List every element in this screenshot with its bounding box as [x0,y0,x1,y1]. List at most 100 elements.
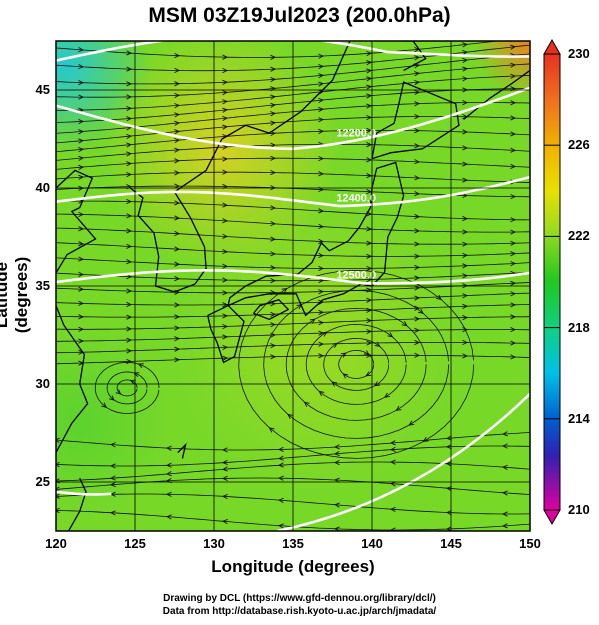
streamline-arrow [363,350,370,356]
streamline-arrow [270,265,277,271]
streamline-arrow [366,76,373,82]
streamline-arrow [414,352,421,358]
streamline-arrow [78,164,85,170]
streamline-arrow [318,81,325,87]
y-tick-label: 40 [35,180,50,195]
streamline-arrow [418,308,424,314]
streamline-arrow [414,327,421,333]
streamline-arrow [222,202,229,208]
streamline-arrow [414,71,421,77]
streamline-arrow [510,354,517,360]
streamline-arrow [78,338,85,344]
streamline-arrow [174,261,181,267]
streamline-arrow [510,163,517,169]
streamline-arrow [318,390,325,397]
streamline-arrow [373,381,380,387]
streamline-arrow [270,66,277,72]
streamline-arrow [462,215,469,222]
coastline [129,138,223,293]
streamline-arrow [78,211,85,218]
streamline-arrow [174,215,181,221]
streamline-arrow [126,198,133,205]
streamline-arrow [366,50,373,57]
streamline-arrow [126,259,133,265]
streamline-arrow [270,169,277,176]
streamline-arrow [78,119,85,125]
streamline-arrow [510,193,517,200]
streamline-arrow [165,491,172,497]
coastline [371,81,460,160]
streamline-arrow [366,297,373,303]
streamline-arrow [126,288,133,294]
streamline-arrow [462,263,469,269]
height-contour-southwest [56,490,112,496]
y-tick-label: 45 [35,82,50,97]
contour-label: 12300.0 [336,33,376,45]
streamline-arrow [462,241,469,247]
streamline-arrow [414,101,421,107]
streamline-arrow [165,471,172,477]
streamline-arrow [414,285,421,291]
streamline [263,289,450,439]
streamline-arrow [270,54,277,60]
streamline-arrow [445,510,452,516]
streamline-arrow [333,477,340,483]
streamline-arrow [174,129,181,135]
streamline-arrow [389,446,396,452]
streamline-arrow [222,313,229,319]
streamline-arrow [414,228,421,234]
streamline-arrow [109,395,115,401]
streamline-arrow [462,327,469,333]
streamline-arrow [510,217,517,223]
streamline-arrow [78,174,85,180]
streamline-arrow [436,294,442,301]
streamline-arrow [222,323,229,330]
plot-frame [55,40,531,532]
streamline-arrow [414,128,421,134]
streamline-arrow [318,208,325,214]
colorbar-tick-label: 226 [568,137,590,153]
streamline-arrow [126,133,133,140]
streamline-arrow [78,79,85,86]
streamline-arrow [414,253,421,259]
streamline-arrow [56,478,60,484]
streamline [323,337,390,391]
streamline-arrow [387,332,394,338]
streamline-arrow [109,481,116,488]
streamline-arrow [174,170,181,176]
streamline-arrow [414,213,421,220]
streamline-arrow [309,318,316,324]
streamline-arrow [462,303,469,309]
streamline-arrow [174,67,181,74]
streamline-arrow [318,353,325,359]
streamline-arrow [340,352,347,358]
streamline-arrow [366,103,373,109]
streamline-arrow [501,464,508,471]
credit-drawing: Drawing by DCL (https://www.gfd-dennou.o… [163,593,436,604]
streamline-arrow [366,189,373,195]
streamline-arrow [414,191,421,197]
streamline-arrow [414,316,421,322]
streamline-arrow [318,97,325,103]
streamline-arrow [318,223,325,230]
streamline-arrow [174,325,181,331]
streamline-arrow [78,256,85,262]
streamline-arrow [174,314,181,320]
coastline [68,477,87,531]
streamline-arrow [414,175,421,181]
streamline-arrow [78,326,85,332]
colorbar [543,38,561,526]
streamline-arrow [510,291,517,297]
streamline-arrow [222,99,229,105]
streamline-arrow [281,288,288,294]
colorbar-tick-label: 218 [568,319,590,335]
streamline [238,269,475,459]
streamline-arrow [126,348,133,354]
streamline-arrow [174,52,181,59]
streamline-arrow [510,115,517,121]
streamline-arrow [222,107,229,113]
streamline-arrow [414,55,421,61]
streamline [116,379,138,397]
streamline-arrow [318,171,325,177]
streamline-arrow [174,112,181,118]
